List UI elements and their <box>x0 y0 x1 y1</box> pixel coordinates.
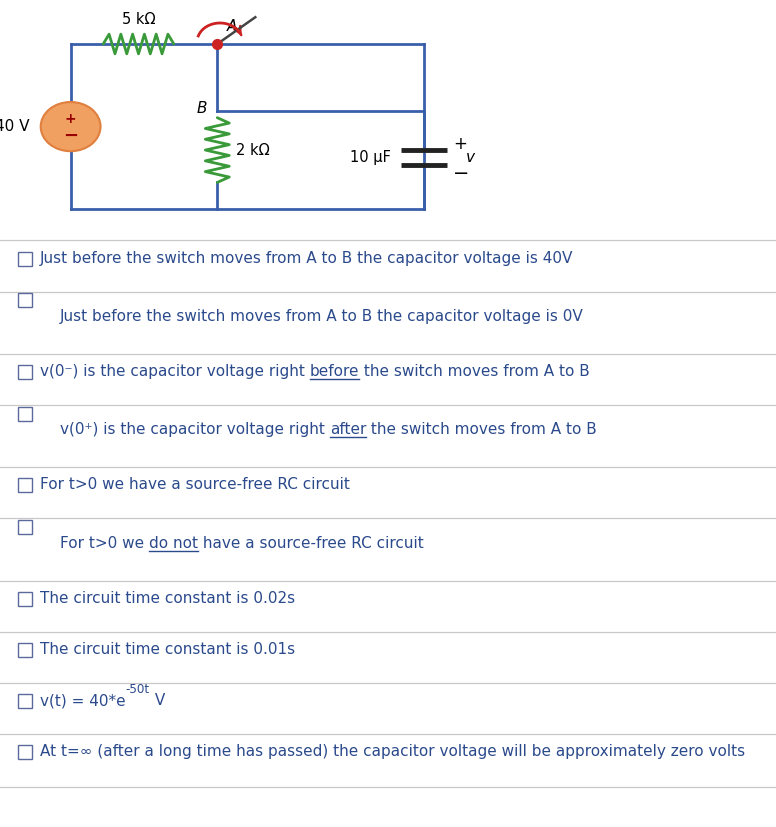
Text: 5 kΩ: 5 kΩ <box>122 12 155 27</box>
Text: −: − <box>63 127 78 145</box>
Text: Just before the switch moves from A to B the capacitor voltage is 40V: Just before the switch moves from A to B… <box>40 251 573 266</box>
Text: −: − <box>453 164 469 183</box>
Text: before: before <box>310 364 359 379</box>
Text: For t>0 we have a source-free RC circuit: For t>0 we have a source-free RC circuit <box>40 477 350 492</box>
Bar <box>18 643 32 657</box>
Text: do not: do not <box>149 536 198 551</box>
Bar <box>18 407 32 421</box>
Bar <box>18 591 32 605</box>
Text: +: + <box>453 135 467 153</box>
Text: At t=∞ (after a long time has passed) the capacitor voltage will be approximatel: At t=∞ (after a long time has passed) th… <box>40 744 745 759</box>
Text: A: A <box>227 19 237 34</box>
Text: have a source-free RC circuit: have a source-free RC circuit <box>198 536 424 551</box>
Bar <box>18 293 32 307</box>
Circle shape <box>41 102 100 151</box>
Text: the switch moves from A to B: the switch moves from A to B <box>366 422 597 437</box>
Text: 2 kΩ: 2 kΩ <box>236 142 270 158</box>
Text: +: + <box>65 112 76 126</box>
Bar <box>18 251 32 265</box>
Text: V: V <box>150 693 165 708</box>
Text: -50t: -50t <box>126 682 150 696</box>
Text: The circuit time constant is 0.02s: The circuit time constant is 0.02s <box>40 591 295 606</box>
Text: v(0⁺) is the capacitor voltage right: v(0⁺) is the capacitor voltage right <box>60 422 330 437</box>
Bar <box>18 519 32 533</box>
Text: the switch moves from A to B: the switch moves from A to B <box>359 364 590 379</box>
Text: after: after <box>330 422 366 437</box>
Text: B: B <box>197 101 207 117</box>
Text: Just before the switch moves from A to B the capacitor voltage is 0V: Just before the switch moves from A to B… <box>60 309 584 324</box>
Text: 10 μF: 10 μF <box>350 151 391 165</box>
Bar <box>18 477 32 491</box>
Bar <box>18 694 32 708</box>
Text: 40 V: 40 V <box>0 119 29 134</box>
Text: v(0⁻) is the capacitor voltage right: v(0⁻) is the capacitor voltage right <box>40 364 310 379</box>
Bar <box>18 744 32 758</box>
Text: v: v <box>466 151 474 165</box>
Bar <box>18 365 32 379</box>
Text: v(t) = 40*e: v(t) = 40*e <box>40 693 126 708</box>
Text: The circuit time constant is 0.01s: The circuit time constant is 0.01s <box>40 642 295 657</box>
Text: For t>0 we: For t>0 we <box>60 536 149 551</box>
